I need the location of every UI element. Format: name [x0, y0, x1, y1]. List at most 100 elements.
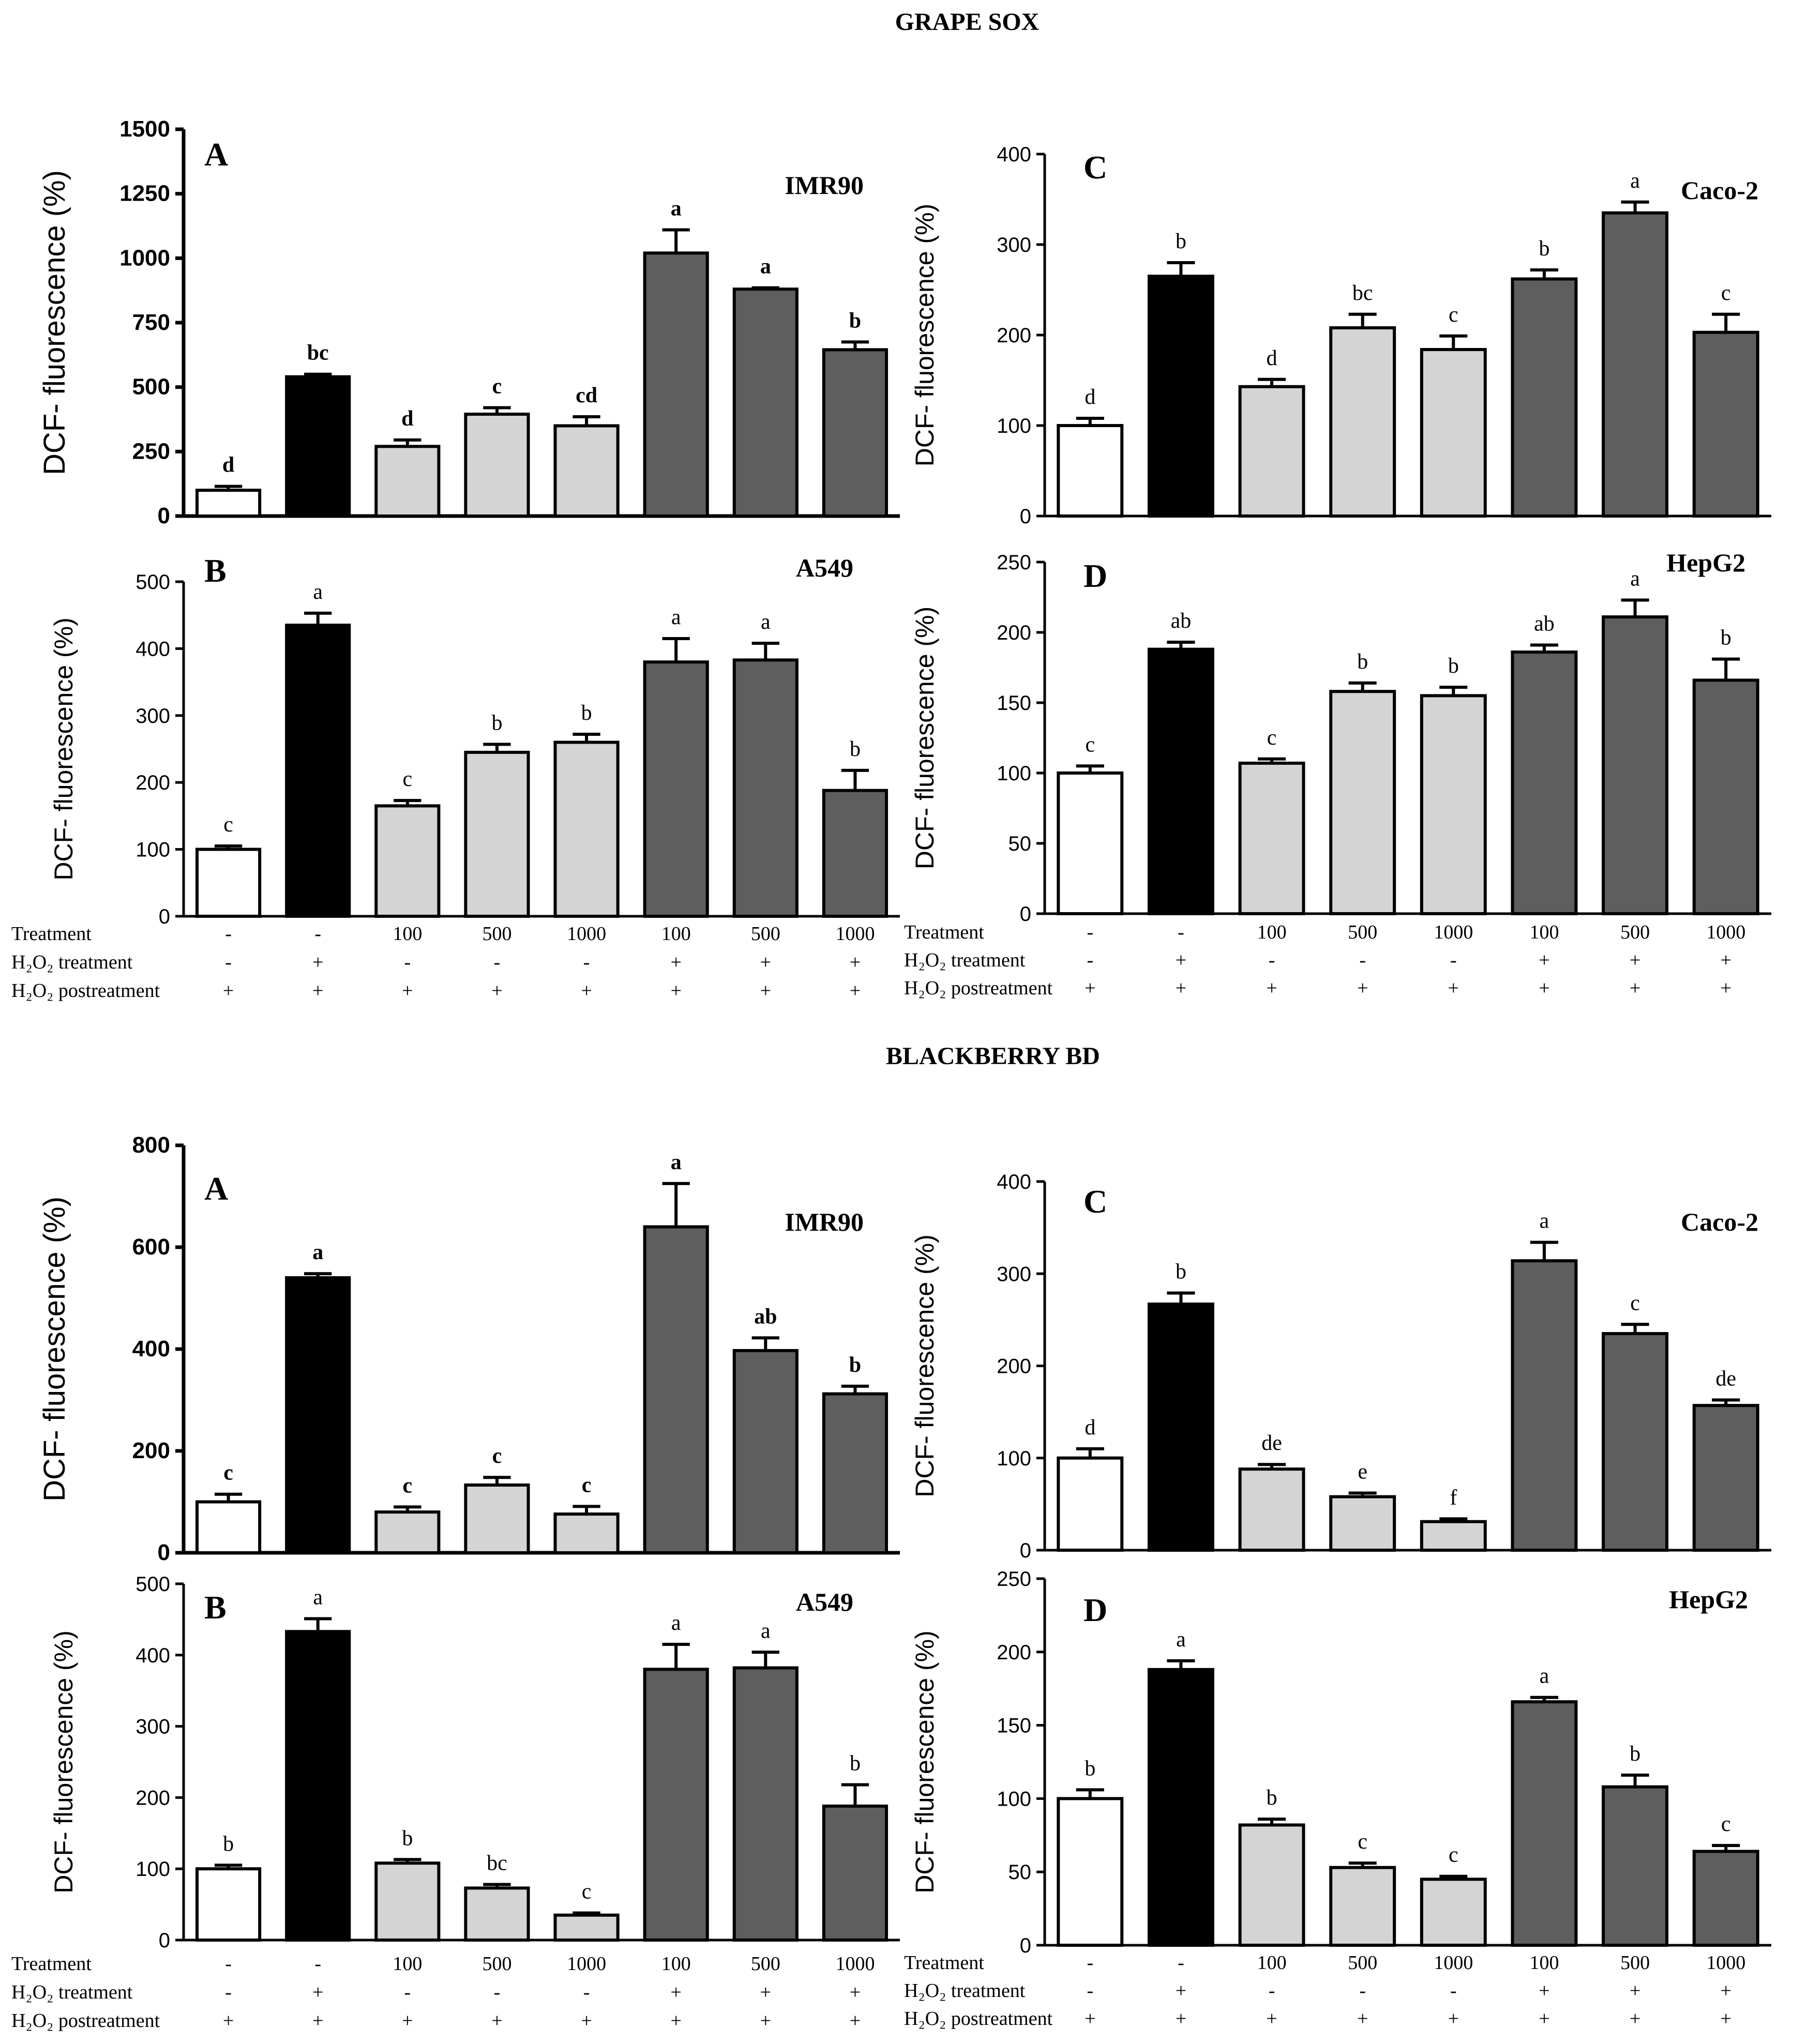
panel-letter-s1-p1: B [204, 1589, 227, 1626]
bar-s1-p0-3 [464, 1483, 530, 1555]
y-tick-label-s0-p3-5: 250 [997, 551, 1031, 574]
sig-letter-s1-p1-6: a [761, 1619, 771, 1643]
section-title-grape-sox: GRAPE SOX [895, 8, 1040, 36]
bar-s0-p3-6 [1602, 615, 1669, 915]
cell-0-0-4: 1000 [567, 923, 606, 945]
cell-0-0-5: 100 [661, 923, 691, 945]
cell-2-2-2: + [402, 2010, 413, 2032]
cell-0-0-2: 100 [393, 923, 422, 945]
bar-s0-p1-6 [732, 658, 799, 918]
cell-3-1-7: + [1720, 1980, 1731, 2002]
y-axis-label-s0-p1: DCF- fluorescence (%) [49, 617, 78, 880]
cell-3-1-4: - [1450, 1980, 1457, 2002]
y-tick-label-s0-p1-4: 400 [135, 638, 170, 660]
treatment-table-2: Treatment - - 100 500 1000 100 500 1000 H₂O₂ trea… [11, 1953, 875, 2032]
sig-letter-s1-p1-5: a [671, 1611, 681, 1635]
row-label-3-2: H₂O₂ postreatment [904, 2008, 1053, 2030]
bar-s0-p3-7 [1692, 678, 1759, 915]
sig-letter-s1-p0-5: a [671, 1150, 682, 1174]
bar-s1-p1-4 [553, 1913, 620, 1942]
panel-letter-s0-p2: C [1083, 149, 1107, 186]
cell-0-2-6: + [760, 980, 771, 1002]
y-tick-label-s0-p3-1: 50 [1008, 832, 1032, 855]
bar-s1-p1-6 [732, 1666, 799, 1942]
cell-line-s0-p3: HepG2 [1666, 548, 1745, 577]
cell-0-1-0: - [225, 951, 232, 973]
sig-letter-s0-p3-4: b [1448, 654, 1459, 678]
bar-s0-p0-1 [285, 375, 351, 518]
cell-line-s0-p1: A549 [796, 553, 853, 582]
sig-letter-s0-p3-5: ab [1534, 612, 1555, 635]
cell-0-1-7: + [850, 951, 861, 973]
y-tick-label-s0-p3-2: 100 [997, 762, 1031, 785]
sig-letter-s0-p2-3: bc [1352, 281, 1373, 305]
bar-s0-p3-1 [1147, 647, 1214, 915]
bar-s1-p2-5 [1511, 1259, 1578, 1552]
sig-letter-s0-p3-7: b [1721, 626, 1731, 650]
sig-letter-s1-p0-6: ab [754, 1305, 777, 1328]
cell-1-0-1: - [1178, 921, 1184, 943]
bar-s1-p2-0 [1057, 1456, 1124, 1552]
y-tick-label-s1-p1-3: 300 [135, 1716, 170, 1738]
cell-2-0-2: 100 [393, 1953, 422, 1975]
sig-letter-s0-p3-1: ab [1171, 609, 1192, 633]
y-tick-label-s0-p0-2: 500 [132, 374, 170, 400]
cell-0-1-3: - [494, 951, 501, 973]
bar-s1-p3-7 [1692, 1850, 1759, 1947]
bar-s1-p0-4 [553, 1512, 620, 1554]
bar-s1-p0-6 [732, 1349, 799, 1555]
y-tick-label-s0-p0-3: 750 [132, 310, 170, 335]
panel-s0-p1: 0 100 200 300 400 500 DCF- fluorescence (%) B A5… [49, 552, 900, 928]
cell-1-1-5: + [1539, 949, 1549, 971]
sig-letter-s1-p0-1: a [312, 1240, 323, 1264]
sig-letter-s1-p1-0: b [223, 1832, 234, 1856]
bar-s1-p2-4 [1420, 1520, 1487, 1552]
sig-letter-s1-p1-1: a [313, 1586, 323, 1610]
cell-1-1-2: - [1269, 949, 1275, 971]
cell-1-0-3: 500 [1348, 921, 1377, 943]
row-label-0-0: Treatment [11, 923, 92, 945]
y-tick-label-s1-p2-4: 400 [997, 1171, 1031, 1193]
y-tick-label-s1-p3-4: 200 [997, 1641, 1031, 1664]
bar-s0-p1-2 [374, 804, 441, 918]
cell-1-0-2: 100 [1257, 921, 1287, 943]
cell-1-0-0: - [1087, 921, 1093, 943]
sig-letter-s1-p0-7: b [849, 1353, 861, 1377]
sig-letter-s1-p2-5: a [1540, 1209, 1549, 1233]
y-tick-label-s1-p1-2: 200 [135, 1786, 170, 1809]
cell-3-2-1: + [1176, 2008, 1186, 2030]
cell-0-2-3: + [491, 980, 502, 1002]
bar-s0-p2-4 [1420, 348, 1487, 518]
bar-s0-p3-2 [1238, 761, 1305, 915]
bar-s1-p1-0 [195, 1867, 262, 1942]
cell-1-2-0: + [1085, 977, 1095, 999]
cell-line-s1-p3: HepG2 [1669, 1585, 1748, 1614]
cell-2-1-0: - [225, 1981, 232, 2003]
bar-s0-p1-0 [195, 847, 262, 918]
cell-3-1-3: - [1359, 1980, 1366, 2002]
y-tick-label-s0-p0-6: 1500 [119, 116, 170, 142]
y-tick-label-s1-p0-3: 600 [132, 1234, 170, 1260]
y-tick-label-s0-p2-2: 200 [997, 324, 1031, 347]
cell-0-0-3: 500 [482, 923, 511, 945]
cell-1-0-6: 500 [1620, 921, 1650, 943]
treatment-tables: Treatment - - 100 500 1000 100 500 1000 H₂O₂ trea… [11, 921, 1745, 2032]
y-axis-label-s1-p3: DCF- fluorescence (%) [910, 1630, 939, 1893]
bar-s1-p0-5 [643, 1225, 709, 1555]
sig-letter-s1-p2-4: f [1450, 1486, 1457, 1509]
panel-s1-p3: 0 50 100 150 200 250 DCF- fluorescence (%) D Hep… [910, 1568, 1771, 1957]
cell-0-0-0: - [225, 923, 232, 945]
cell-0-2-0: + [223, 980, 234, 1002]
bar-s1-p1-5 [643, 1668, 709, 1942]
row-label-1-1: H₂O₂ treatment [904, 949, 1026, 971]
bar-s0-p0-4 [553, 424, 620, 518]
sig-letter-s1-p3-2: b [1267, 1786, 1277, 1810]
y-tick-label-s1-p0-1: 200 [132, 1438, 170, 1463]
sig-letter-s1-p3-7: c [1721, 1812, 1731, 1836]
bar-s1-p3-4 [1420, 1878, 1487, 1947]
cell-0-0-7: 1000 [835, 923, 875, 945]
sig-letter-s1-p3-1: a [1176, 1628, 1186, 1652]
bar-s1-p2-2 [1238, 1467, 1305, 1552]
cell-1-2-1: + [1176, 977, 1186, 999]
